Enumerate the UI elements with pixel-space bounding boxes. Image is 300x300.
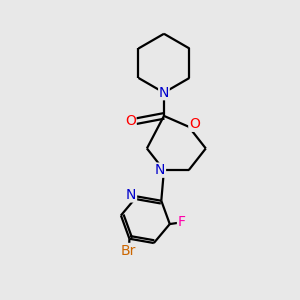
Text: N: N xyxy=(155,163,165,177)
Text: F: F xyxy=(178,215,185,230)
Text: O: O xyxy=(189,117,200,131)
Text: N: N xyxy=(126,188,136,202)
Text: Br: Br xyxy=(121,244,136,257)
Text: N: N xyxy=(159,86,169,100)
Text: O: O xyxy=(125,114,136,128)
